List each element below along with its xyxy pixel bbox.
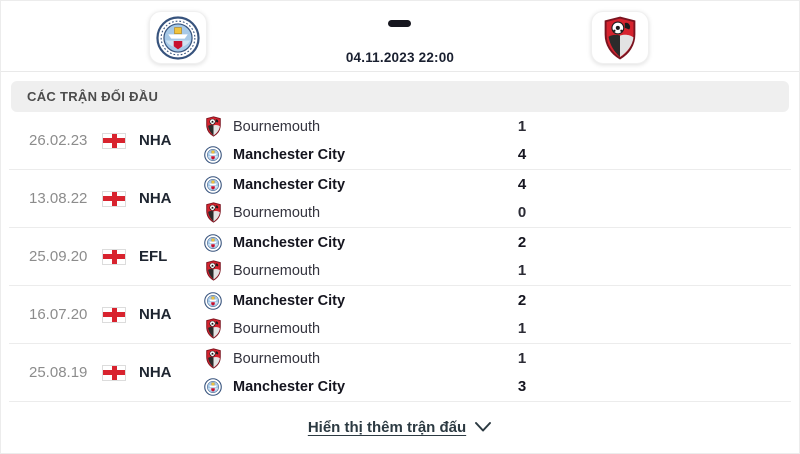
competition: NHA (102, 306, 204, 323)
team-name: Bournemouth (233, 262, 321, 279)
bournemouth-badge (205, 260, 221, 281)
match-date: 16.07.20 (29, 306, 88, 323)
manchester-city-badge (204, 175, 222, 194)
team-name: Manchester City (233, 378, 346, 395)
team-name: Bournemouth (233, 204, 321, 221)
mancity-logo (204, 376, 222, 397)
team-line: Manchester City 2 (204, 229, 791, 257)
team-score: 4 (517, 176, 527, 193)
bournemouth-logo (204, 202, 222, 223)
team-lines: Bournemouth 1 Manchester City 3 (204, 345, 791, 401)
competition: EFL (102, 248, 204, 265)
show-more-label[interactable]: Hiển thị thêm trận đấu (307, 418, 467, 436)
mancity-logo (204, 232, 222, 253)
manchester-city-badge (204, 377, 222, 396)
bournemouth-badge (205, 348, 221, 369)
team-score: 2 (517, 292, 527, 309)
team-line: Manchester City 2 (204, 287, 791, 315)
mancity-logo (204, 174, 222, 195)
section-header: CÁC TRẬN ĐỐI ĐẦU (11, 81, 789, 112)
match-row[interactable]: 26.02.23 NHA Bournemouth 1 (9, 112, 791, 170)
team-score: 1 (517, 118, 527, 135)
team-lines: Manchester City 2 Bournemouth 1 (204, 287, 791, 343)
competition-label: NHA (139, 306, 172, 323)
team-line: Bournemouth 1 (204, 257, 791, 285)
competition-label: NHA (139, 132, 172, 149)
competition-label: NHA (139, 364, 172, 381)
show-more-button[interactable]: Hiển thị thêm trận đấu (1, 402, 799, 452)
team-line: Manchester City 4 (204, 171, 791, 199)
manchester-city-badge (204, 291, 222, 310)
team-line: Bournemouth 1 (204, 113, 791, 141)
team-score: 1 (517, 320, 527, 337)
team-lines: Manchester City 2 Bournemouth 1 (204, 229, 791, 285)
fixture-header: 04.11.2023 22:00 (1, 1, 799, 72)
manchester-city-badge (204, 145, 222, 164)
match-row[interactable]: 13.08.22 NHA Manchester City 4 (9, 170, 791, 228)
match-row[interactable]: 16.07.20 NHA Manchester City 2 (9, 286, 791, 344)
competition-label: NHA (139, 190, 172, 207)
team-lines: Manchester City 4 Bournemouth 0 (204, 171, 791, 227)
competition-label: EFL (139, 248, 168, 265)
team-score: 3 (517, 378, 527, 395)
bournemouth-badge (205, 116, 221, 137)
bournemouth-badge (205, 318, 221, 339)
team-score: 1 (517, 350, 527, 367)
match-date: 25.09.20 (29, 248, 88, 265)
manchester-city-badge (204, 233, 222, 252)
team-line: Bournemouth 1 (204, 345, 791, 373)
bournemouth-logo (204, 260, 222, 281)
team-line: Bournemouth 0 (204, 199, 791, 227)
match-date: 26.02.23 (29, 132, 88, 149)
bournemouth-badge (205, 202, 221, 223)
team-name: Bournemouth (233, 320, 321, 337)
match-list: 26.02.23 NHA Bournemouth 1 (9, 112, 791, 402)
match-row[interactable]: 25.09.20 EFL Manchester City 2 (9, 228, 791, 286)
team-score: 1 (517, 262, 527, 279)
mancity-logo (204, 144, 222, 165)
team-score: 0 (517, 204, 527, 221)
mancity-logo (204, 290, 222, 311)
team-line: Manchester City 4 (204, 141, 791, 169)
team-name: Manchester City (233, 292, 346, 309)
section-title: CÁC TRẬN ĐỐI ĐẦU (27, 89, 159, 104)
match-date: 25.08.19 (29, 364, 88, 381)
away-team-tile (591, 11, 649, 64)
fixture-datetime: 04.11.2023 22:00 (345, 50, 455, 65)
score-separator-dash (388, 20, 411, 27)
bournemouth-logo (204, 318, 222, 339)
team-score: 2 (517, 234, 527, 251)
team-line: Manchester City 3 (204, 373, 791, 401)
team-name: Manchester City (233, 234, 346, 251)
team-name: Bournemouth (233, 118, 321, 135)
team-name: Manchester City (233, 176, 346, 193)
england-flag-icon (102, 364, 126, 381)
team-lines: Bournemouth 1 Manchester City 4 (204, 113, 791, 169)
competition: NHA (102, 132, 204, 149)
competition: NHA (102, 190, 204, 207)
manchester-city-badge (156, 15, 200, 60)
competition: NHA (102, 364, 204, 381)
match-row[interactable]: 25.08.19 NHA Bournemouth 1 (9, 344, 791, 402)
home-team-tile (149, 11, 207, 64)
team-name: Bournemouth (233, 350, 321, 367)
team-score: 4 (517, 146, 527, 163)
bournemouth-badge (604, 16, 636, 60)
chevron-down-icon (474, 421, 492, 433)
bournemouth-logo (204, 348, 222, 369)
match-date: 13.08.22 (29, 190, 88, 207)
england-flag-icon (102, 248, 126, 265)
england-flag-icon (102, 306, 126, 323)
england-flag-icon (102, 132, 126, 149)
bournemouth-logo (204, 116, 222, 137)
team-line: Bournemouth 1 (204, 315, 791, 343)
england-flag-icon (102, 190, 126, 207)
team-name: Manchester City (233, 146, 346, 163)
